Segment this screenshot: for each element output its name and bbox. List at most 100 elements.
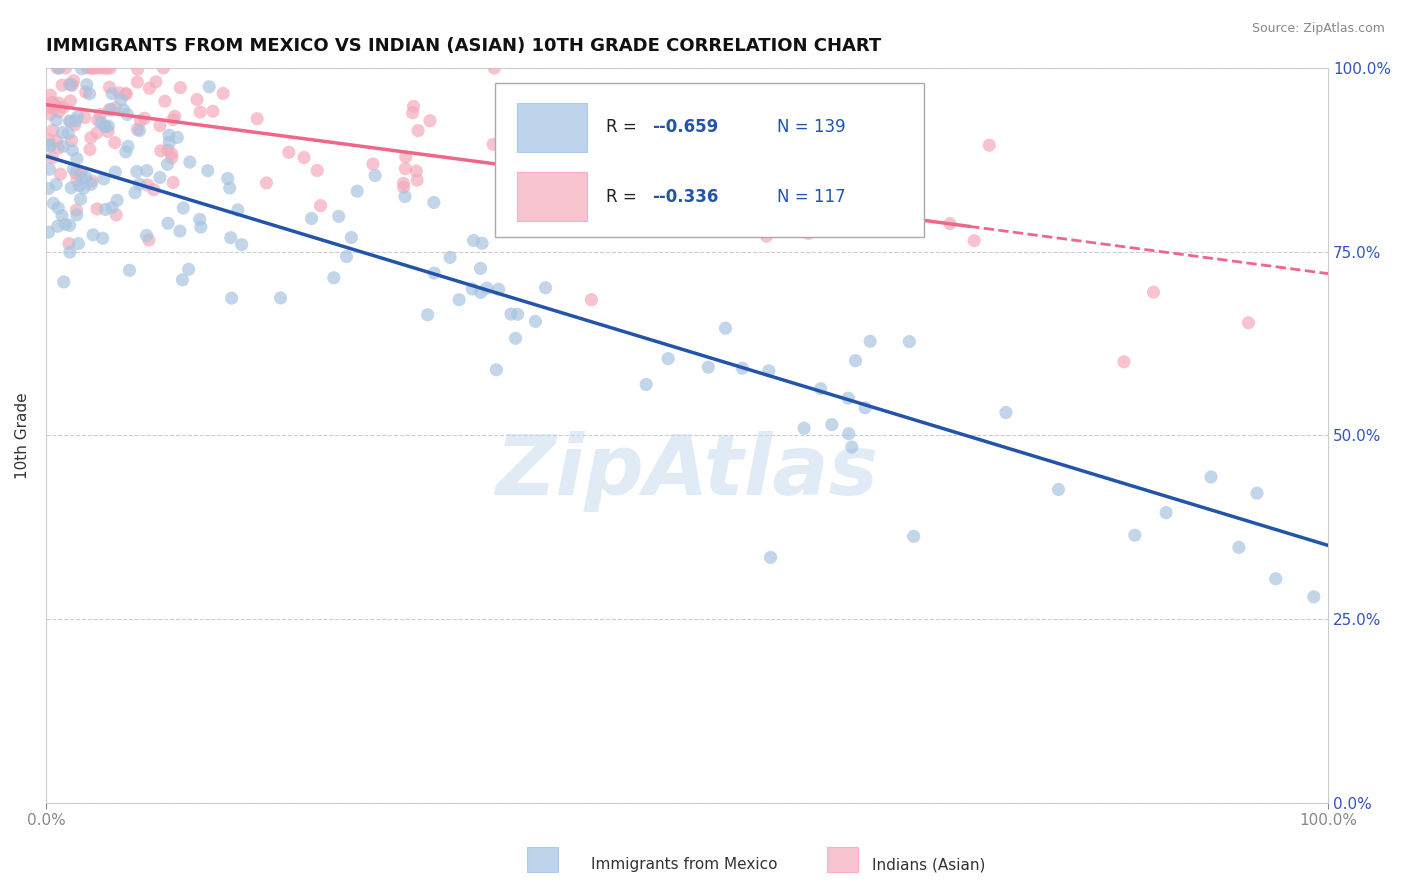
Point bbox=[104, 165, 127, 179]
Point bbox=[217, 171, 239, 186]
Point bbox=[62, 78, 84, 92]
Point bbox=[117, 139, 139, 153]
Text: ZipAtlas: ZipAtlas bbox=[495, 432, 879, 513]
Point bbox=[186, 93, 208, 107]
Point bbox=[156, 143, 179, 157]
Point bbox=[156, 157, 179, 171]
Point bbox=[91, 231, 114, 245]
Point bbox=[124, 186, 146, 200]
Point bbox=[135, 163, 157, 178]
Text: R =: R = bbox=[606, 187, 643, 205]
Point bbox=[1112, 355, 1135, 369]
Point bbox=[45, 113, 67, 128]
Point bbox=[42, 102, 65, 116]
Point bbox=[163, 109, 186, 123]
Text: Immigrants from Mexico: Immigrants from Mexico bbox=[591, 857, 778, 872]
Point bbox=[67, 178, 90, 193]
Point bbox=[128, 123, 150, 137]
Point bbox=[82, 227, 104, 242]
Point bbox=[59, 114, 82, 128]
Point bbox=[149, 144, 172, 158]
Point bbox=[46, 219, 69, 234]
Point bbox=[97, 119, 120, 133]
Point bbox=[104, 136, 127, 150]
Point bbox=[69, 192, 91, 206]
Point bbox=[406, 173, 429, 187]
Point bbox=[76, 78, 98, 92]
Point bbox=[499, 307, 522, 321]
Point bbox=[145, 75, 167, 89]
Point bbox=[41, 123, 63, 137]
Point bbox=[406, 123, 429, 137]
Point bbox=[838, 426, 860, 441]
Point bbox=[93, 120, 115, 134]
Text: --0.336: --0.336 bbox=[652, 187, 718, 205]
Point bbox=[1047, 483, 1070, 497]
Point bbox=[392, 180, 415, 194]
Point bbox=[1246, 486, 1268, 500]
Point bbox=[392, 177, 415, 191]
Point bbox=[152, 61, 174, 75]
Point bbox=[46, 61, 69, 75]
Point bbox=[179, 155, 201, 169]
Point bbox=[118, 263, 141, 277]
Point bbox=[75, 170, 97, 185]
Point bbox=[70, 62, 93, 76]
Point bbox=[190, 220, 212, 235]
Point bbox=[38, 181, 60, 195]
Point bbox=[127, 75, 149, 89]
Point bbox=[731, 361, 754, 376]
Point bbox=[636, 377, 658, 392]
Point bbox=[461, 282, 484, 296]
Point bbox=[80, 130, 103, 145]
Point bbox=[97, 124, 120, 138]
Point bbox=[129, 113, 152, 128]
Point bbox=[657, 351, 679, 366]
Bar bbox=[516, 172, 588, 221]
Point bbox=[201, 104, 224, 119]
Point bbox=[713, 163, 735, 178]
Point bbox=[172, 273, 194, 287]
Point bbox=[322, 270, 344, 285]
Point bbox=[66, 152, 89, 166]
Point bbox=[963, 234, 986, 248]
Point bbox=[188, 212, 211, 227]
Point bbox=[114, 87, 136, 101]
Text: Indians (Asian): Indians (Asian) bbox=[872, 857, 986, 872]
Point bbox=[841, 440, 863, 454]
Point bbox=[70, 165, 93, 179]
Point bbox=[79, 87, 101, 101]
Point bbox=[328, 209, 350, 223]
Point bbox=[361, 157, 384, 171]
Point bbox=[759, 550, 782, 565]
Point bbox=[405, 164, 427, 178]
Point bbox=[41, 95, 63, 110]
Point bbox=[156, 216, 179, 230]
Point bbox=[63, 118, 86, 132]
Point bbox=[254, 176, 277, 190]
Point bbox=[135, 228, 157, 243]
Point bbox=[75, 85, 97, 99]
Point bbox=[52, 101, 75, 115]
Point bbox=[70, 170, 93, 185]
Point bbox=[160, 146, 183, 161]
Point bbox=[307, 163, 329, 178]
Point bbox=[136, 178, 159, 192]
FancyBboxPatch shape bbox=[495, 83, 924, 237]
Point bbox=[53, 217, 76, 231]
Point bbox=[309, 198, 332, 212]
Point bbox=[394, 189, 416, 203]
Point bbox=[821, 417, 844, 432]
Point bbox=[395, 150, 418, 164]
Point bbox=[59, 245, 82, 260]
Point bbox=[292, 151, 315, 165]
Point bbox=[346, 184, 368, 198]
Text: N = 117: N = 117 bbox=[776, 187, 845, 205]
Point bbox=[837, 391, 859, 405]
Point bbox=[506, 307, 529, 321]
Point bbox=[149, 119, 172, 133]
Point bbox=[96, 62, 118, 76]
Point bbox=[115, 107, 138, 121]
Point bbox=[86, 126, 108, 140]
Point bbox=[402, 99, 425, 113]
